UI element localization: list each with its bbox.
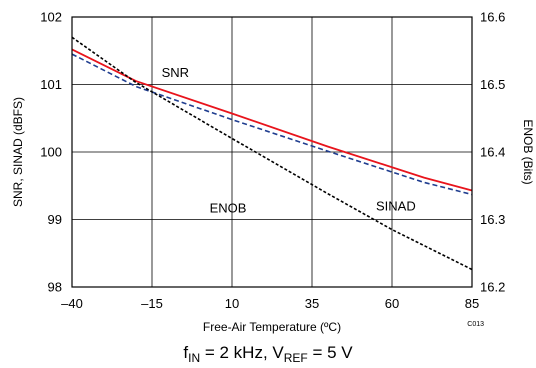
caption-middle: = 2 kHz, V (200, 343, 284, 362)
caption-end: = 5 V (307, 343, 353, 362)
y-right-tick-label: 16.6 (480, 10, 505, 25)
caption-v-subscript: REF (283, 351, 308, 365)
series-layer (71, 36, 473, 271)
y-left-tick-label: 100 (40, 145, 62, 160)
series-line-snr (71, 48, 473, 192)
x-axis-label: Free-Air Temperature (ºC) (203, 320, 341, 334)
y-axis-left-label: SNR, SINAD (dBFS) (11, 97, 25, 207)
caption-f: f (183, 343, 189, 362)
x-tick-label: 85 (465, 296, 479, 311)
y-left-tick-label: 99 (48, 212, 62, 227)
series-line-sinad (71, 53, 473, 196)
series-line-enob (71, 36, 473, 271)
y-left-tick-label: 102 (40, 10, 62, 25)
y-right-tick-label: 16.2 (480, 280, 505, 295)
x-tick-label: –40 (61, 296, 83, 311)
ticks-layer: –40 –15 10 35 60 85 98 99 100 101 102 16.2 16.3 16.4 1… (40, 10, 505, 312)
chart: –40 –15 10 35 60 85 98 99 100 101 102 16.2 16.3 16.4 1… (11, 10, 535, 335)
grid (72, 17, 472, 287)
annotations-layer: SNR ENOB SINAD (162, 65, 416, 216)
y-left-tick-label: 98 (48, 280, 62, 295)
x-tick-label: –15 (141, 296, 163, 311)
chart-caption: fIN = 2 kHz, VREF = 5 V (0, 343, 536, 365)
y-axis-right-label: ENOB (Bits) (521, 119, 535, 184)
x-tick-label: 35 (305, 296, 319, 311)
annotation-enob: ENOB (210, 201, 247, 216)
y-right-tick-label: 16.5 (480, 77, 505, 92)
x-tick-label: 10 (225, 296, 239, 311)
y-right-tick-label: 16.4 (480, 145, 505, 160)
annotation-sinad: SINAD (376, 199, 416, 214)
y-left-tick-label: 101 (40, 77, 62, 92)
figure-code: C013 (467, 321, 484, 328)
y-right-tick-label: 16.3 (480, 212, 505, 227)
x-tick-label: 60 (385, 296, 399, 311)
plot-frame (71, 16, 473, 288)
caption-f-subscript: IN (188, 351, 201, 365)
annotation-snr: SNR (162, 65, 189, 80)
